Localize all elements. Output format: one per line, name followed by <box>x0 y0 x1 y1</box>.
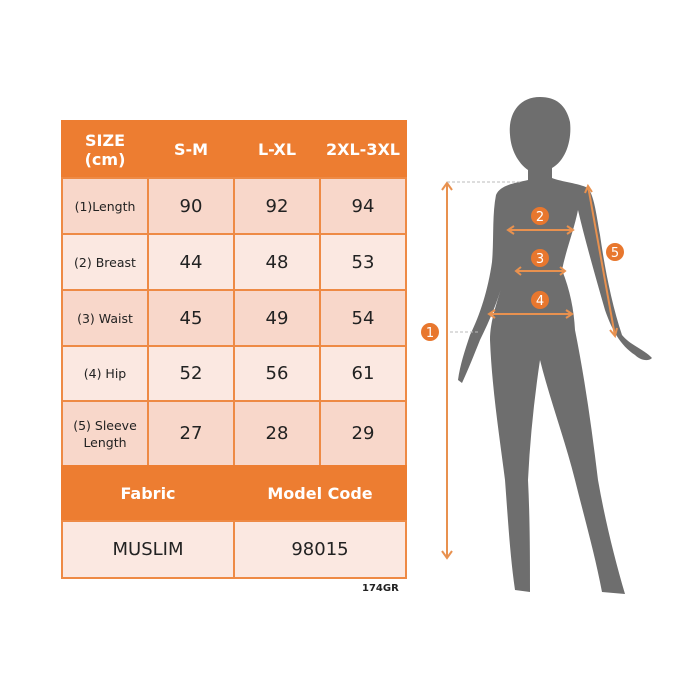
row-label: (5) Sleeve Length <box>61 400 149 467</box>
row-label: (1)Length <box>61 177 149 235</box>
fabric-header: Fabric <box>61 465 235 522</box>
size-value: 90 <box>147 177 235 235</box>
marker-circle <box>606 243 624 261</box>
marker-circle <box>531 207 549 225</box>
model-code-header: Model Code <box>233 465 407 522</box>
fabric-value: MUSLIM <box>61 520 235 579</box>
column-header: 2XL-3XL <box>319 120 407 179</box>
row-label: (4) Hip <box>61 345 149 402</box>
marker-circle <box>421 323 439 341</box>
product-code: 174GR <box>362 583 399 594</box>
size-value: 52 <box>147 345 235 402</box>
woman-silhouette <box>458 97 652 594</box>
size-value: 53 <box>319 233 407 291</box>
marker-number: 2 <box>536 210 544 225</box>
size-value: 27 <box>147 400 235 467</box>
column-header: SIZE (cm) <box>61 120 149 179</box>
marker-circle <box>531 291 549 309</box>
marker-number: 3 <box>536 252 544 267</box>
size-value: 49 <box>233 289 321 347</box>
marker-circle <box>531 249 549 267</box>
marker-number: 4 <box>536 294 544 309</box>
model-code-value: 98015 <box>233 520 407 579</box>
marker-number: 1 <box>426 326 434 341</box>
sleeve-arrow <box>587 185 616 337</box>
marker-number: 5 <box>611 246 619 261</box>
